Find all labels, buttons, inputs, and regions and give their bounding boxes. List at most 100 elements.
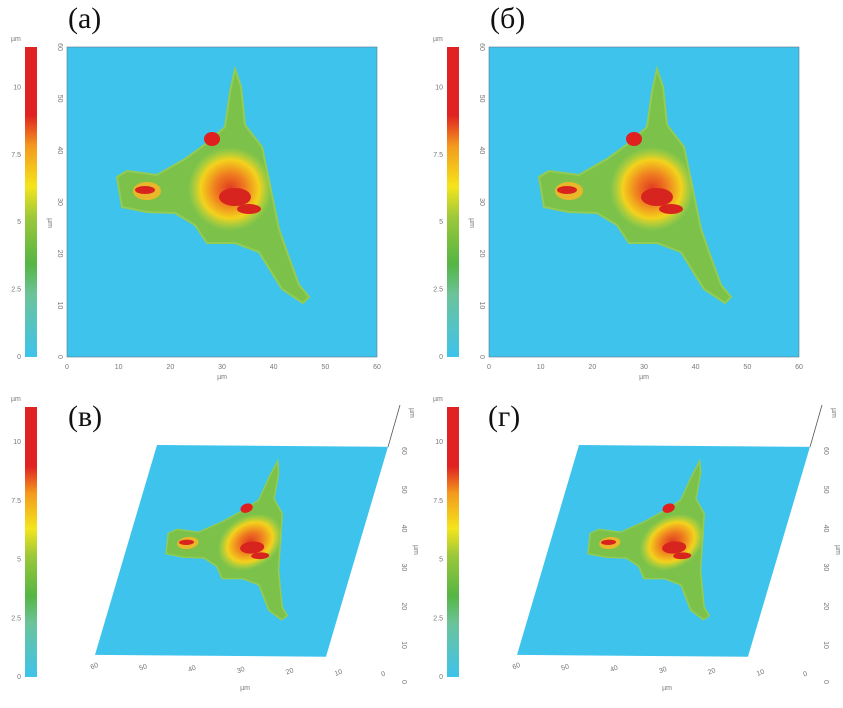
colorbar-unit: µm xyxy=(433,36,443,43)
colorbar-unit: µm xyxy=(11,396,21,403)
x-tick: 20 xyxy=(285,667,295,676)
colorbar-tick: 10 xyxy=(13,439,21,446)
colorbar-tick: 5 xyxy=(17,557,21,564)
y-tick: 60 xyxy=(478,43,485,51)
colorbar-tick: 10 xyxy=(435,84,443,91)
x-tick: 10 xyxy=(537,364,545,371)
height-map-3d xyxy=(94,445,388,657)
y-tick: 50 xyxy=(56,95,63,103)
x-tick: 0 xyxy=(380,671,386,679)
colorbar xyxy=(25,47,37,357)
y-tick: 0 xyxy=(56,355,63,359)
colorbar-tick: 10 xyxy=(13,84,21,91)
z-axis xyxy=(809,404,823,448)
y-axis-label: µm xyxy=(468,218,475,228)
colorbar-tick: 5 xyxy=(17,219,21,226)
colorbar-tick: 0 xyxy=(439,354,443,361)
x-tick: 40 xyxy=(692,364,700,371)
y-tick: 50 xyxy=(400,486,407,494)
x-tick: 10 xyxy=(334,669,344,678)
colorbar-tick: 7.5 xyxy=(433,498,443,505)
x-tick: 10 xyxy=(115,364,123,371)
x-tick: 0 xyxy=(802,671,808,679)
x-tick: 0 xyxy=(487,364,491,371)
x-tick: 50 xyxy=(321,364,329,371)
x-tick: 60 xyxy=(90,662,100,671)
x-tick: 30 xyxy=(658,666,668,675)
x-tick: 20 xyxy=(166,364,174,371)
colorbar-tick: 5 xyxy=(439,557,443,564)
colorbar-tick: 0 xyxy=(439,674,443,681)
y-tick: 30 xyxy=(56,198,63,206)
y-tick: 10 xyxy=(400,641,407,649)
y-axis-label: µm xyxy=(46,218,53,228)
y-tick: 0 xyxy=(400,680,407,684)
colorbar-tick: 7.5 xyxy=(433,152,443,159)
y-axis-label: µm xyxy=(834,545,841,555)
y-tick: 40 xyxy=(822,525,829,533)
z-axis-label: µm xyxy=(408,408,415,418)
x-axis-label: µm xyxy=(662,685,672,692)
y-tick: 30 xyxy=(822,564,829,572)
y-tick: 50 xyxy=(822,486,829,494)
y-tick: 10 xyxy=(822,641,829,649)
y-tick: 10 xyxy=(478,301,485,309)
colorbar-tick: 2.5 xyxy=(11,287,21,294)
x-tick: 20 xyxy=(707,667,717,676)
x-tick: 60 xyxy=(795,364,803,371)
x-tick: 20 xyxy=(588,364,596,371)
height-map-2d: 0 0 10 10 20 20 30 30 40 40 50 50 60 60 µm µm xyxy=(468,43,803,381)
colorbar-tick: 7.5 xyxy=(11,152,21,159)
x-axis-label: µm xyxy=(217,374,227,381)
y-axis-label: µm xyxy=(412,545,419,555)
z-axis xyxy=(387,404,401,448)
x-tick: 50 xyxy=(743,364,751,371)
colorbar xyxy=(447,47,459,357)
x-tick: 30 xyxy=(236,666,246,675)
y-tick: 0 xyxy=(822,680,829,684)
y-tick: 30 xyxy=(478,198,485,206)
y-tick: 60 xyxy=(400,447,407,455)
x-tick: 50 xyxy=(138,663,148,672)
y-tick: 40 xyxy=(56,146,63,154)
x-tick: 30 xyxy=(640,364,648,371)
x-tick: 10 xyxy=(756,669,766,678)
x-axis-label: µm xyxy=(240,685,250,692)
colorbar-tick: 2.5 xyxy=(433,615,443,622)
z-axis-label: µm xyxy=(830,408,837,418)
panel-label-g: (г) xyxy=(488,400,521,433)
x-tick: 60 xyxy=(373,364,381,371)
x-tick: 60 xyxy=(512,662,522,671)
y-tick: 40 xyxy=(400,525,407,533)
x-tick: 30 xyxy=(218,364,226,371)
height-map-3d xyxy=(516,445,810,657)
height-map-2d: 0 0 10 10 20 20 30 30 40 40 50 50 60 60 µm µm xyxy=(46,43,381,381)
panel-label-a: (а) xyxy=(68,2,102,35)
y-tick: 30 xyxy=(400,564,407,572)
x-tick: 0 xyxy=(65,364,69,371)
y-tick: 10 xyxy=(56,301,63,309)
x-tick: 40 xyxy=(270,364,278,371)
panel-label-b: (б) xyxy=(490,2,526,35)
y-tick: 20 xyxy=(822,602,829,610)
x-tick: 40 xyxy=(609,665,619,674)
y-tick: 60 xyxy=(822,447,829,455)
colorbar-tick: 7.5 xyxy=(11,498,21,505)
colorbar-tick: 0 xyxy=(17,674,21,681)
colorbar-tick: 2.5 xyxy=(11,615,21,622)
y-tick: 50 xyxy=(478,95,485,103)
colorbar-unit: µm xyxy=(11,36,21,43)
colorbar xyxy=(447,407,459,677)
x-axis-label: µm xyxy=(639,374,649,381)
y-tick: 20 xyxy=(478,250,485,258)
colorbar xyxy=(25,407,37,677)
colorbar-tick: 2.5 xyxy=(433,287,443,294)
x-tick: 50 xyxy=(560,663,570,672)
colorbar-tick: 10 xyxy=(435,439,443,446)
panel-label-v: (в) xyxy=(68,400,103,433)
y-tick: 60 xyxy=(56,43,63,51)
colorbar-tick: 5 xyxy=(439,219,443,226)
y-tick: 40 xyxy=(478,146,485,154)
colorbar-unit: µm xyxy=(433,396,443,403)
